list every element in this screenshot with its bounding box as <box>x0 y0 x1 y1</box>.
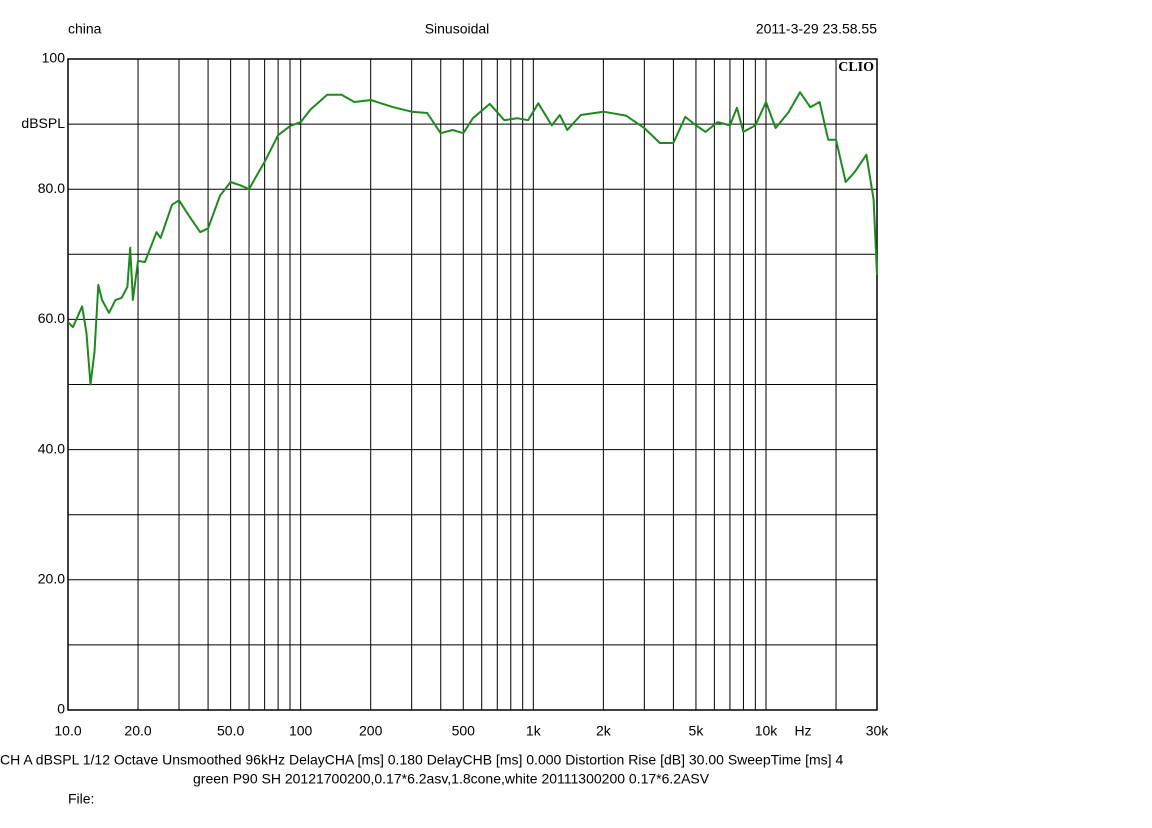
brand: CLIO <box>838 60 874 75</box>
footer-settings: CH A dBSPL 1/12 Octave Unsmoothed 96kHz … <box>0 752 843 768</box>
x-tick-label: 2k <box>596 723 612 739</box>
y-tick-label: 40.0 <box>38 440 65 456</box>
x-axis-label: Hz <box>794 723 811 739</box>
x-tick-label: 5k <box>689 723 705 739</box>
y-tick-label: 100 <box>42 50 66 66</box>
y-tick-label: 0 <box>57 701 65 717</box>
footer-file: File: <box>68 791 94 807</box>
plot-frame <box>67 58 878 711</box>
y-tick-label: dBSPL <box>21 115 65 131</box>
chart-title: Sinusoidal <box>425 21 490 37</box>
header-left: china <box>68 21 102 37</box>
y-tick-label: 20.0 <box>38 571 65 587</box>
x-tick-label: 10.0 <box>54 723 81 739</box>
x-tick-label: 50.0 <box>217 723 244 739</box>
y-tick-label: 60.0 <box>38 310 65 326</box>
x-tick-label: 10k <box>755 723 779 739</box>
x-tick-label: 20.0 <box>124 723 151 739</box>
x-tick-label: 200 <box>359 723 383 739</box>
response-curve <box>67 91 878 386</box>
x-tick-label: 100 <box>289 723 313 739</box>
y-tick-label: 80.0 <box>38 180 65 196</box>
x-tick-label: 1k <box>526 723 542 739</box>
x-tick-label: 500 <box>452 723 476 739</box>
footer-description: green P90 SH 20121700200,0.17*6.2asv,1.8… <box>193 771 710 787</box>
x-tick-label: 30k <box>866 723 890 739</box>
header-right: 2011-3-29 23.58.55 <box>756 21 877 37</box>
